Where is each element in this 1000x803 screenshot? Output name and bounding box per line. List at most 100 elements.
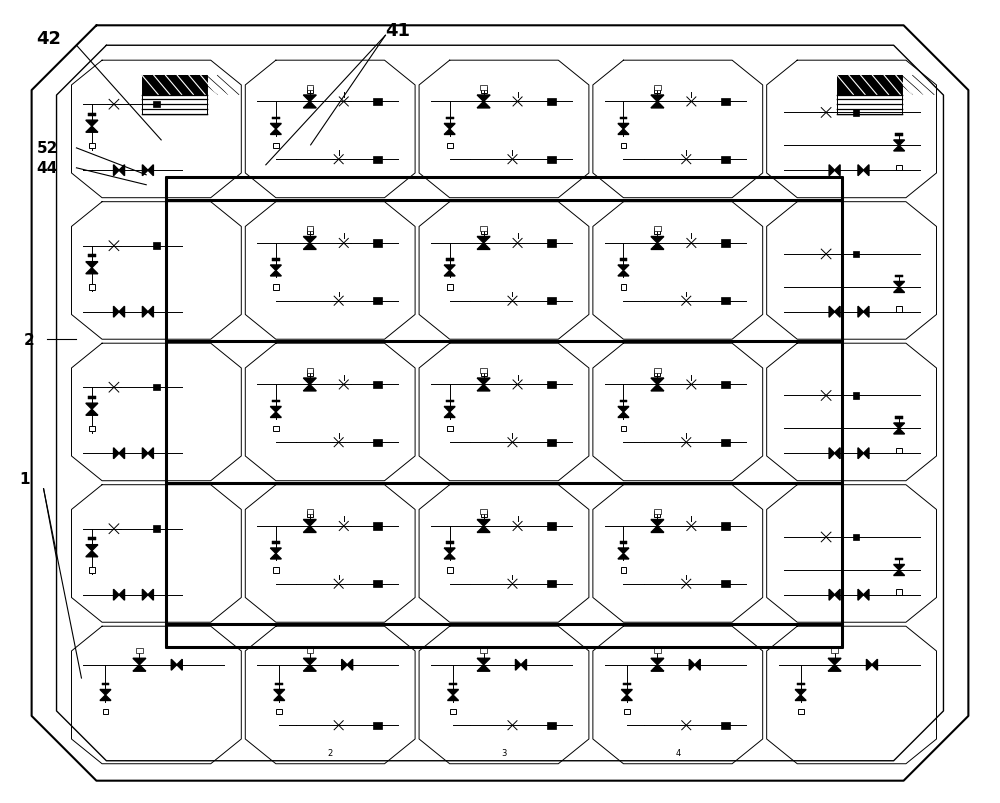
Bar [654,368,661,373]
Bar [797,683,805,686]
Bar [480,368,487,373]
Polygon shape [477,378,490,385]
Bar [721,298,730,305]
Bar [895,275,903,278]
Bar [307,512,313,518]
Polygon shape [444,413,455,418]
Polygon shape [114,589,119,601]
Polygon shape [114,307,119,318]
Polygon shape [303,658,316,665]
Bar [307,229,313,235]
Polygon shape [142,307,148,318]
Polygon shape [303,96,316,102]
Polygon shape [618,124,629,130]
Polygon shape [142,448,148,459]
Polygon shape [448,690,459,695]
Bar [373,722,382,729]
Polygon shape [477,237,490,243]
Text: 4: 4 [675,748,680,757]
Polygon shape [86,121,98,127]
Bar [547,722,556,729]
Polygon shape [119,589,125,601]
Bar [89,426,95,432]
Bar [481,370,487,377]
Bar [88,537,96,540]
Bar [620,259,627,262]
Bar [276,709,282,715]
Bar [275,683,283,686]
Polygon shape [829,307,835,318]
Polygon shape [521,659,526,671]
Bar [89,285,95,291]
Bar [721,581,730,588]
Bar [721,99,730,106]
Polygon shape [274,690,285,695]
Bar [142,76,207,115]
Polygon shape [894,146,905,152]
Bar [480,85,487,91]
Polygon shape [651,385,664,391]
Polygon shape [621,690,632,695]
Bar [547,381,556,389]
Bar [481,512,487,518]
Bar [837,76,902,115]
Polygon shape [829,448,835,459]
Bar [654,648,661,654]
Polygon shape [444,548,455,554]
Bar [853,110,859,116]
Polygon shape [651,96,664,102]
Polygon shape [477,385,490,391]
Text: 2: 2 [24,332,34,347]
Polygon shape [86,404,98,410]
Bar [272,400,280,403]
Polygon shape [270,130,281,135]
Polygon shape [303,378,316,385]
Polygon shape [863,448,869,459]
Bar [89,144,95,149]
Text: 42: 42 [37,31,62,48]
Polygon shape [171,659,177,671]
Bar [153,243,160,250]
Bar [480,509,487,515]
Bar [547,240,556,247]
Text: 3: 3 [501,748,507,757]
Polygon shape [894,570,905,576]
Bar [272,541,280,544]
Bar [896,165,902,171]
Bar [853,534,859,540]
Polygon shape [477,243,490,250]
Polygon shape [444,271,455,276]
Bar [798,709,804,715]
Polygon shape [114,448,119,459]
Polygon shape [303,526,316,532]
Bar [88,396,96,399]
Bar [449,683,457,686]
Bar [547,439,556,446]
Polygon shape [894,287,905,293]
Bar [136,648,143,654]
Bar [272,259,280,262]
Polygon shape [863,307,869,318]
Bar [896,589,902,595]
Bar [831,648,838,654]
Bar [620,117,627,120]
Bar [273,285,279,291]
Polygon shape [695,659,700,671]
Polygon shape [828,658,841,665]
Polygon shape [114,165,119,177]
Bar [373,523,382,530]
Bar [654,512,660,518]
Polygon shape [86,410,98,416]
Bar [853,393,859,399]
Polygon shape [100,690,111,695]
Polygon shape [621,695,632,700]
Polygon shape [100,695,111,700]
Polygon shape [618,130,629,135]
Polygon shape [477,102,490,108]
Polygon shape [828,665,841,671]
Polygon shape [651,378,664,385]
Polygon shape [148,307,153,318]
Polygon shape [148,589,153,601]
Polygon shape [651,102,664,108]
Polygon shape [444,130,455,135]
